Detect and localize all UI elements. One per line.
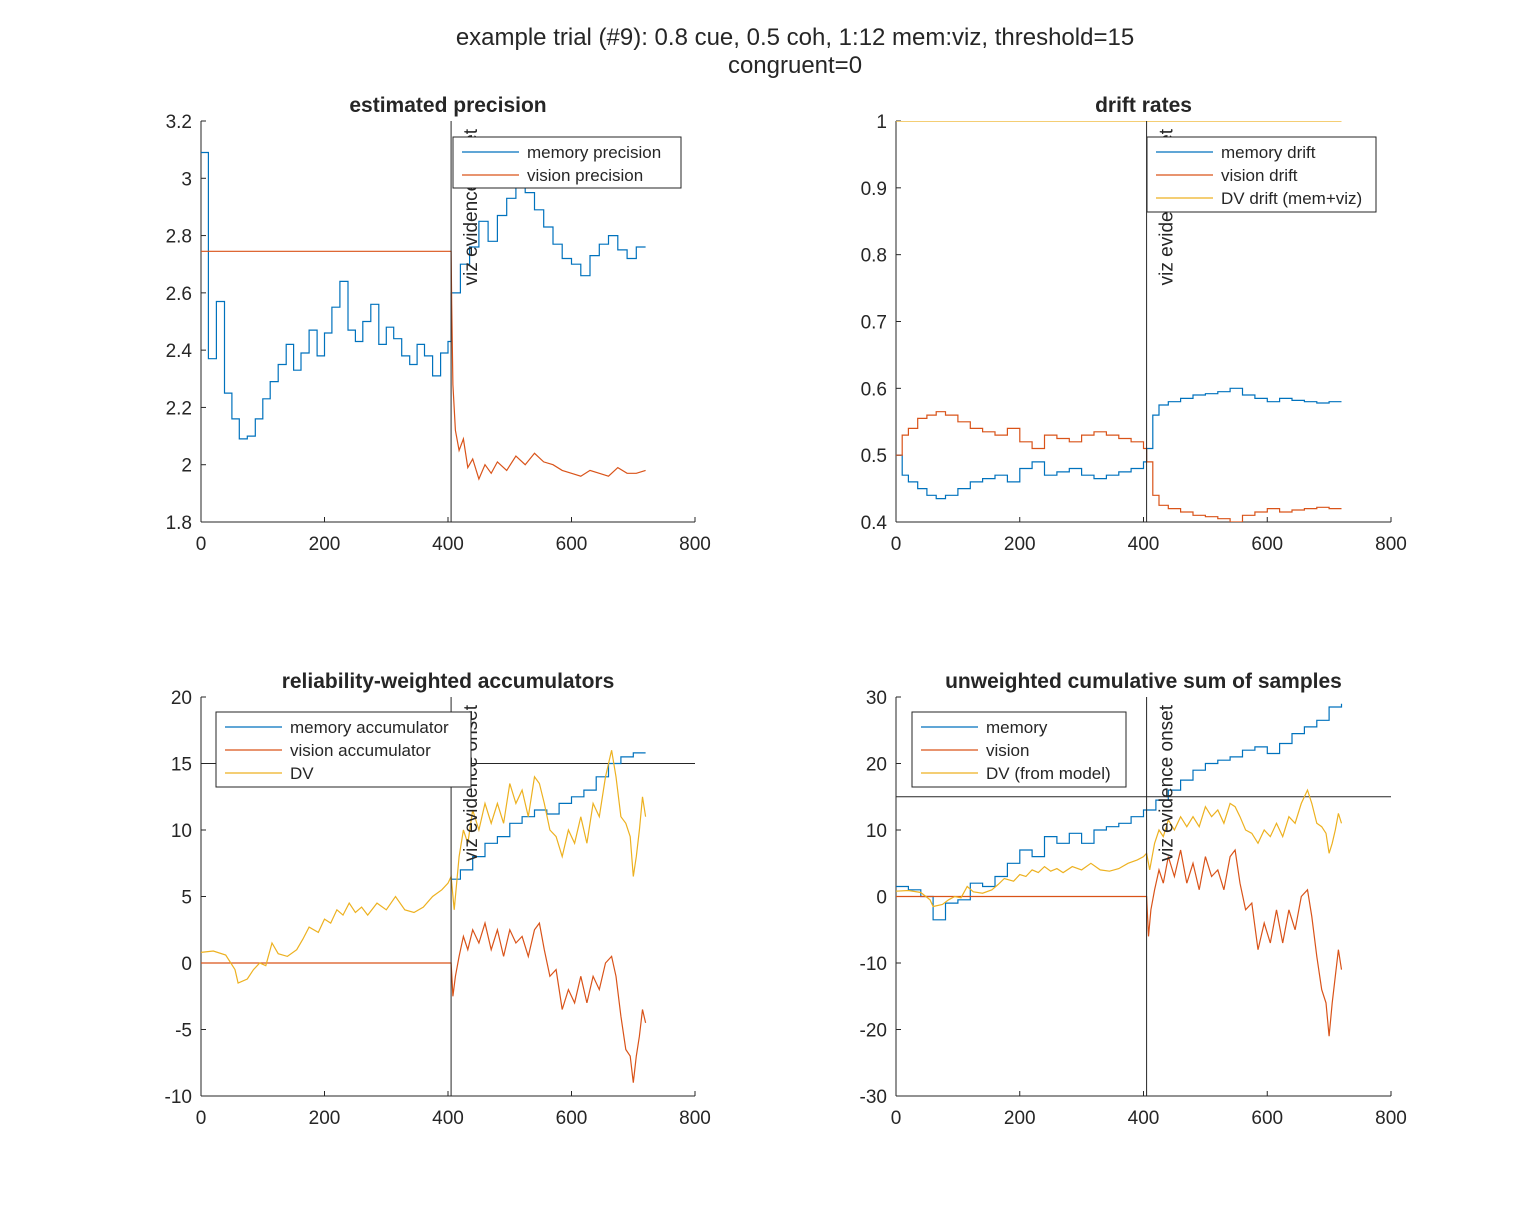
x-tick-label: 400 <box>1128 534 1160 555</box>
legend: memory drift vision drift DV drift (mem+vi… <box>1146 136 1377 213</box>
subplot-title: drift rates <box>1095 94 1192 117</box>
x-tick-label: 800 <box>679 534 711 555</box>
legend-label: memory precision <box>527 143 661 162</box>
y-tick-label: 2.6 <box>166 284 192 305</box>
x-tick-label: 800 <box>679 1108 711 1129</box>
x-tick-label: 200 <box>309 534 341 555</box>
y-tick-label: 10 <box>866 821 887 842</box>
x-tick-label: 400 <box>432 534 464 555</box>
x-tick-label: 200 <box>1004 1108 1036 1129</box>
x-tick-label: 600 <box>1251 534 1283 555</box>
plot-area <box>201 750 647 1083</box>
y-tick-label: 0.6 <box>861 379 887 400</box>
legend: memory vision DV (from model) <box>911 711 1127 788</box>
y-tick-label: 30 <box>866 688 887 709</box>
legend-label: DV drift (mem+viz) <box>1221 189 1362 208</box>
y-tick-label: 0.7 <box>861 313 887 334</box>
legend-label: vision precision <box>527 166 643 185</box>
y-tick-label: 0.8 <box>861 246 887 267</box>
figure-title: example trial (#9): 0.8 cue, 0.5 coh, 1:… <box>0 24 1538 80</box>
legend: memory accumulator vision accumulator DV <box>215 711 472 788</box>
legend-label: vision <box>986 741 1029 760</box>
y-tick-label: 0.9 <box>861 179 887 200</box>
x-tick-label: 200 <box>1004 534 1036 555</box>
legend-label: memory drift <box>1221 143 1316 162</box>
y-tick-label: 0.5 <box>861 446 887 467</box>
y-tick-label: 3 <box>181 169 192 190</box>
series-line-vision <box>896 848 1343 1037</box>
x-tick-label: 0 <box>891 1108 902 1129</box>
y-tick-label: 15 <box>171 755 192 776</box>
x-tick-label: 800 <box>1375 1108 1407 1129</box>
plot-area <box>896 703 1343 1037</box>
x-tick-label: 600 <box>556 534 588 555</box>
plot-area <box>201 151 646 481</box>
series-line-memory-precision <box>201 151 646 440</box>
y-tick-label: -10 <box>165 1087 192 1108</box>
legend-label: vision drift <box>1221 166 1298 185</box>
legend-label: DV <box>290 764 314 783</box>
y-tick-label: 2 <box>181 456 192 477</box>
figure-title-line1: example trial (#9): 0.8 cue, 0.5 coh, 1:… <box>455 24 1135 51</box>
y-tick-label: 10 <box>171 821 192 842</box>
x-tick-label: 0 <box>891 534 902 555</box>
x-tick-label: 400 <box>1128 1108 1160 1129</box>
series-line-dv-from-model- <box>896 788 1343 908</box>
y-tick-label: 20 <box>171 688 192 709</box>
subplot-title: unweighted cumulative sum of samples <box>945 670 1342 693</box>
y-tick-label: 5 <box>181 888 192 909</box>
figure-subtitle: congruent=0 <box>727 52 863 79</box>
subplot-4: 0 200 400 600 800 -30 -20 -10 0 10 20 30 unweighted … <box>860 670 1407 1129</box>
y-tick-label: 2.4 <box>166 341 193 362</box>
y-tick-label: -30 <box>860 1087 887 1108</box>
subplot-1: 0 200 400 600 800 1.8 2 2.2 2.4 2.6 2.8 3 3.2 estimat… <box>166 94 711 555</box>
y-tick-label: 0 <box>181 954 192 975</box>
y-tick-label: 0.4 <box>861 513 888 534</box>
y-tick-label: -20 <box>860 1021 887 1042</box>
subplot-3: 0 200 400 600 800 -10 -5 0 5 10 15 20 reliability-we… <box>165 670 711 1129</box>
y-tick-label: 1.8 <box>166 513 192 534</box>
x-tick-label: 200 <box>309 1108 341 1129</box>
legend-label: DV (from model) <box>986 764 1111 783</box>
x-tick-label: 0 <box>196 534 207 555</box>
y-tick-label: 2.2 <box>166 398 192 419</box>
series-line-vision-drift <box>896 411 1342 522</box>
series-line-memory <box>896 703 1343 921</box>
series-line-memory-drift <box>896 387 1342 500</box>
legend-label: memory <box>986 718 1048 737</box>
plot-area <box>896 121 1342 522</box>
subplot-title: estimated precision <box>349 94 546 117</box>
y-tick-label: -10 <box>860 954 887 975</box>
series-line-dv <box>201 750 647 984</box>
x-tick-label: 400 <box>432 1108 464 1129</box>
series-line-vision-accumulator <box>201 920 647 1083</box>
y-tick-label: 2.8 <box>166 227 192 248</box>
x-tick-label: 800 <box>1375 534 1407 555</box>
series-line-vision-precision <box>201 250 646 481</box>
x-tick-label: 600 <box>1251 1108 1283 1129</box>
x-tick-label: 0 <box>196 1108 207 1129</box>
y-tick-label: 1 <box>876 112 887 133</box>
y-tick-label: 3.2 <box>166 112 192 133</box>
legend-box <box>452 136 682 189</box>
onset-label: viz evidence onset <box>1157 704 1178 861</box>
legend-label: memory accumulator <box>290 718 449 737</box>
legend: memory precision vision precision <box>452 136 682 189</box>
y-tick-label: -5 <box>175 1021 192 1042</box>
subplot-title: reliability-weighted accumulators <box>282 670 615 693</box>
legend-label: vision accumulator <box>290 741 431 760</box>
y-tick-label: 0 <box>876 888 887 909</box>
y-tick-label: 20 <box>866 755 887 776</box>
x-tick-label: 600 <box>556 1108 588 1129</box>
subplot-2: 0 200 400 600 800 0.4 0.5 0.6 0.7 0.8 0.9 1 drift ra… <box>861 94 1407 555</box>
